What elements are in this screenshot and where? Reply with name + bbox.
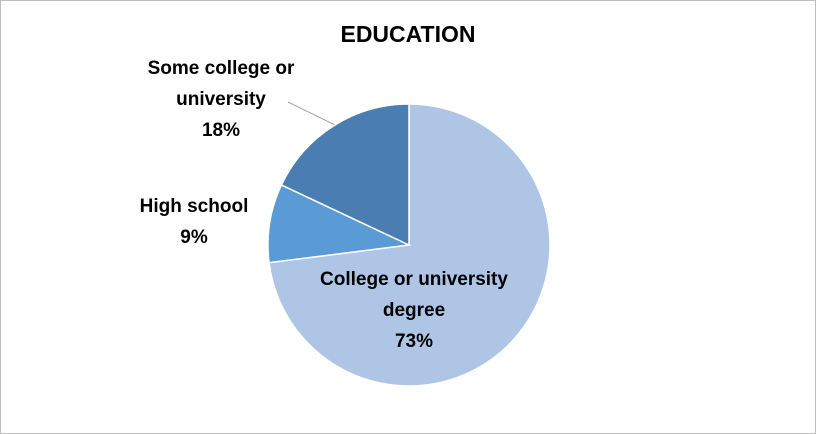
category-label: College or university degree bbox=[320, 269, 508, 321]
value-label: 73% bbox=[394, 331, 434, 352]
value-label: 18% bbox=[201, 120, 241, 141]
slice-label: Some college or university 18% bbox=[146, 53, 296, 146]
chart-title: EDUCATION bbox=[340, 21, 476, 47]
value-label: 9% bbox=[180, 227, 208, 248]
pie-slice bbox=[280, 103, 410, 247]
category-label: High school bbox=[139, 196, 249, 217]
category-label: Some college or university bbox=[147, 58, 295, 110]
pie-slice bbox=[267, 183, 412, 264]
slice-label: High school 9% bbox=[119, 191, 269, 253]
slice-label: College or university degree 73% bbox=[319, 264, 509, 357]
leader-line bbox=[287, 101, 336, 126]
